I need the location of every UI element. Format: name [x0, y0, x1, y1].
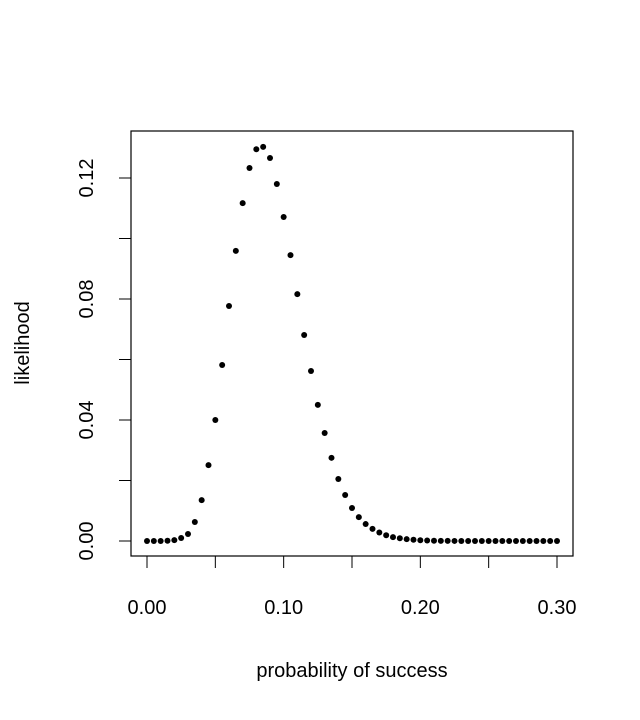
- data-point: [396, 535, 403, 542]
- data-point: [280, 214, 287, 221]
- data-point: [458, 537, 465, 544]
- data-point: [403, 536, 410, 543]
- data-point: [513, 538, 519, 544]
- data-point: [547, 538, 554, 544]
- data-points: [144, 143, 560, 544]
- data-point: [164, 537, 171, 544]
- data-point: [437, 537, 444, 544]
- data-point: [383, 532, 390, 539]
- data-point: [554, 538, 560, 544]
- data-point: [246, 165, 253, 172]
- data-point: [349, 505, 355, 512]
- data-point: [465, 538, 472, 544]
- data-point: [478, 538, 485, 544]
- x-axis-label: probability of success: [256, 660, 447, 682]
- data-point: [157, 538, 164, 544]
- data-point: [260, 143, 267, 150]
- data-point: [301, 331, 308, 338]
- data-point: [376, 529, 383, 536]
- data-point: [499, 538, 506, 544]
- y-tick-label: 0.08: [76, 280, 98, 319]
- y-axis: 0.00 0.04 0.08 0.12: [76, 159, 132, 561]
- data-point: [472, 538, 478, 544]
- data-point: [451, 537, 458, 544]
- data-point: [342, 492, 349, 499]
- data-point: [417, 537, 424, 544]
- data-point: [178, 534, 185, 541]
- data-point: [444, 537, 451, 544]
- y-axis-label: likelihood: [12, 301, 34, 384]
- data-point: [492, 538, 499, 544]
- data-point: [308, 367, 314, 374]
- data-point: [533, 538, 540, 544]
- data-point: [185, 531, 191, 538]
- data-point: [526, 538, 533, 544]
- data-point: [226, 302, 232, 309]
- x-tick-label: 0.30: [538, 597, 577, 619]
- data-point: [205, 462, 212, 469]
- data-point: [294, 291, 301, 298]
- data-point: [540, 538, 547, 544]
- data-point: [212, 417, 219, 423]
- data-point: [239, 200, 246, 207]
- data-point: [267, 155, 273, 162]
- data-point: [232, 247, 239, 254]
- data-point: [369, 525, 376, 532]
- x-axis: 0.00 0.10 0.20 0.30: [128, 555, 577, 619]
- data-point: [287, 252, 294, 259]
- x-tick-label: 0.20: [401, 597, 440, 619]
- y-tick-label: 0.00: [76, 522, 98, 561]
- data-point: [328, 454, 335, 461]
- data-point: [335, 475, 342, 482]
- x-tick-label: 0.00: [128, 597, 167, 619]
- data-point: [321, 430, 328, 437]
- data-point: [191, 518, 198, 525]
- data-point: [424, 537, 431, 544]
- data-point: [362, 521, 369, 528]
- data-point: [219, 361, 226, 368]
- y-tick-label: 0.04: [76, 401, 98, 440]
- data-point: [410, 536, 417, 543]
- plot-frame: [130, 130, 574, 557]
- data-point: [355, 514, 362, 521]
- x-tick-label: 0.10: [264, 597, 303, 619]
- data-point: [198, 497, 205, 504]
- y-tick-label: 0.12: [76, 159, 98, 198]
- data-point: [314, 401, 321, 408]
- data-point: [171, 537, 178, 544]
- data-point: [144, 538, 150, 544]
- data-point: [431, 537, 437, 544]
- data-point: [273, 181, 280, 188]
- data-point: [519, 538, 526, 544]
- data-point: [150, 538, 157, 544]
- data-point: [390, 534, 396, 541]
- data-point: [253, 146, 260, 153]
- data-point: [506, 538, 513, 544]
- data-point: [485, 538, 492, 544]
